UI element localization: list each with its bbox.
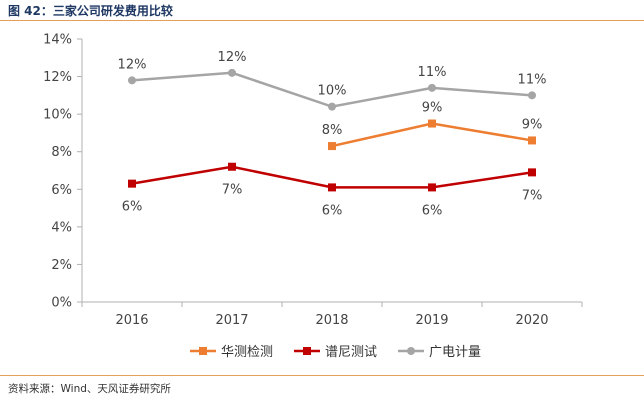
legend-label: 华测检测 — [221, 345, 273, 360]
series-3: 12% 12% 10% 11% 11% — [118, 50, 547, 111]
y-tick-label: 2% — [51, 258, 72, 273]
y-tick-label: 10% — [43, 108, 72, 123]
data-point — [428, 84, 436, 92]
chart-legend: 华测检测 谱尼测试 广电计量 — [190, 345, 481, 360]
x-tick-label: 2020 — [515, 313, 548, 328]
legend-marker — [303, 347, 311, 355]
legend-label: 谱尼测试 — [325, 345, 377, 360]
x-tick-label: 2018 — [315, 313, 348, 328]
data-label: 9% — [522, 117, 543, 132]
legend-item-2: 谱尼测试 — [294, 345, 377, 360]
x-tick-label: 2016 — [115, 313, 148, 328]
data-point — [128, 76, 136, 84]
data-point — [528, 136, 536, 144]
data-point — [128, 180, 136, 188]
legend-label: 广电计量 — [429, 345, 481, 360]
y-tick-label: 12% — [43, 70, 72, 85]
legend-marker — [407, 347, 415, 355]
series-2: 6% 7% 6% 6% 7% — [122, 163, 543, 219]
legend-item-3: 广电计量 — [398, 345, 481, 360]
data-point — [228, 69, 236, 77]
bottom-rule — [0, 375, 644, 376]
y-tick-label: 4% — [51, 220, 72, 235]
data-label: 6% — [322, 203, 343, 218]
data-point — [528, 168, 536, 176]
x-tick-label: 2017 — [215, 313, 248, 328]
data-label: 7% — [522, 188, 543, 203]
data-point — [328, 103, 336, 111]
y-tick-label: 0% — [51, 296, 72, 311]
series-1: 8% 9% 9% — [322, 101, 543, 151]
chart-axes: 0% 2% 4% 6% 8% 10% 12% 14% 2016 2017 2018 2019 2020 — [43, 33, 582, 329]
data-label: 12% — [118, 57, 147, 72]
data-label: 12% — [218, 50, 247, 65]
data-point — [228, 163, 236, 171]
x-tick-label: 2019 — [415, 313, 448, 328]
y-tick-label: 6% — [51, 183, 72, 198]
data-label: 8% — [322, 123, 343, 138]
data-label: 11% — [418, 65, 447, 80]
chart-series: 8% 9% 9% 6% 7% 6% 6% 7% 12% 12% 10% 11% 11% — [118, 50, 547, 219]
data-point — [328, 183, 336, 191]
data-point — [428, 183, 436, 191]
data-label: 9% — [422, 101, 443, 116]
source-note: 资料来源：Wind、天风证券研究所 — [8, 381, 171, 396]
data-point — [328, 142, 336, 150]
legend-marker — [199, 347, 207, 355]
data-point — [528, 91, 536, 99]
line-chart: 0%2%4%6%8%10%12%14%2016 2017 2018 2019 2020 … — [0, 0, 644, 372]
data-label: 6% — [422, 203, 443, 218]
legend-item-1: 华测检测 — [190, 345, 273, 360]
y-tick-label: 8% — [51, 145, 72, 160]
data-label: 7% — [222, 183, 243, 198]
data-label: 10% — [318, 84, 347, 99]
data-point — [428, 120, 436, 128]
y-tick-label: 14% — [43, 33, 72, 48]
data-label: 11% — [518, 72, 547, 87]
data-label: 6% — [122, 200, 143, 215]
